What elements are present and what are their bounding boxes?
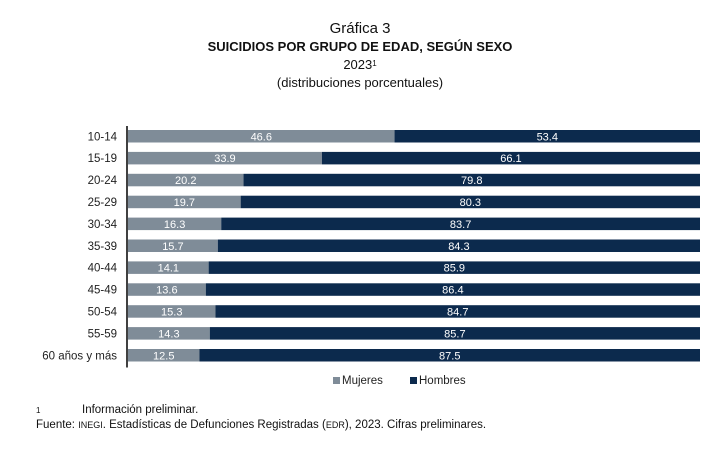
chart-subtitle: (distribuciones porcentuales) <box>276 75 444 90</box>
data-label: 83.7 <box>450 219 471 231</box>
bar-mujeres-40-44 <box>128 261 209 274</box>
stacked-bar-chart: 10-14 46.6 53.4 15-19 33.9 66.1 20-24 20.2 79.8 2… <box>42 126 701 387</box>
data-label: 16.3 <box>164 219 185 231</box>
footnote-mark: 1 <box>36 406 41 415</box>
data-label: 80.3 <box>460 197 481 209</box>
source-text-before: . Estadísticas de Defunciones Registrada… <box>102 419 326 431</box>
chart-year: 20231 <box>0 56 720 74</box>
footnote: 1 Información preliminar. <box>36 403 486 418</box>
data-label: 15.7 <box>162 241 183 253</box>
legend-label-mujeres: Mujeres <box>342 375 383 387</box>
year-footnote-mark: 1 <box>372 59 377 68</box>
category-label: 55-59 <box>88 328 117 340</box>
data-label: 46.6 <box>251 131 272 143</box>
footer: 1 Información preliminar. Fuente: INEGI. … <box>36 403 486 433</box>
bar-mujeres-25-29 <box>128 195 241 209</box>
data-label: 85.7 <box>444 328 465 340</box>
category-label: 50-54 <box>88 306 118 318</box>
bar-mujeres-10-14 <box>128 130 395 143</box>
data-label: 12.5 <box>153 350 174 362</box>
bar-hombres-60-años-y-más <box>199 349 700 362</box>
bar-hombres-15-19 <box>321 151 700 165</box>
bar-mujeres-45-49 <box>128 283 206 296</box>
data-label: 19.7 <box>174 197 195 209</box>
bar-mujeres-30-34 <box>128 217 222 231</box>
data-label: 13.6 <box>156 285 177 297</box>
category-label: 25-29 <box>88 197 117 209</box>
bar-hombres-35-39 <box>217 239 700 252</box>
data-label: 86.4 <box>442 285 463 297</box>
source-note: Fuente: INEGI. Estadísticas de Defuncion… <box>36 418 486 433</box>
source-text-after: ), 2023. Cifras preliminares. <box>344 419 487 431</box>
data-label: 14.3 <box>158 328 179 340</box>
bar-mujeres-20-24 <box>128 173 244 187</box>
chart-title: SUICIDIOS POR GRUPO DE EDAD, SEGÚN SEXO <box>207 39 513 54</box>
bar-hombres-40-44 <box>208 261 701 274</box>
data-label: 85.9 <box>444 263 465 275</box>
chart-number: Gráfica 3 <box>329 20 391 37</box>
data-label: 87.5 <box>439 350 460 362</box>
data-label: 66.1 <box>500 153 521 165</box>
source-org: INEGI <box>78 420 103 430</box>
data-label: 53.4 <box>537 131 558 143</box>
bar-mujeres-15-19 <box>128 151 322 165</box>
legend-label-hombres: Hombres <box>419 375 466 387</box>
data-label: 20.2 <box>175 175 196 187</box>
data-label: 14.1 <box>158 263 179 275</box>
category-label: 40-44 <box>88 263 118 275</box>
category-label: 30-34 <box>88 219 118 231</box>
bar-mujeres-35-39 <box>128 239 218 252</box>
legend-swatch-mujeres <box>333 377 340 384</box>
data-label: 79.8 <box>461 175 482 187</box>
legend-swatch-hombres <box>410 377 417 384</box>
bar-hombres-50-54 <box>215 305 701 318</box>
bar-hombres-10-14 <box>394 130 700 143</box>
bar-mujeres-60-años-y-más <box>128 349 200 362</box>
data-label: 33.9 <box>214 153 235 165</box>
footnote-text: Información preliminar. <box>82 404 199 416</box>
bar-hombres-55-59 <box>209 327 700 340</box>
chart-titles: Gráfica 3 SUICIDIOS POR GRUPO DE EDAD, S… <box>0 20 720 92</box>
category-label: 10-14 <box>88 131 118 143</box>
year-value: 2023 <box>343 57 373 72</box>
bar-hombres-30-34 <box>221 217 700 231</box>
bar-hombres-20-24 <box>243 173 700 187</box>
bar-mujeres-50-54 <box>128 305 216 318</box>
data-label: 84.7 <box>447 306 468 318</box>
category-label: 60 años y más <box>42 350 117 362</box>
data-label: 84.3 <box>448 241 469 253</box>
bar-hombres-45-49 <box>205 283 701 296</box>
bar-mujeres-55-59 <box>128 327 210 340</box>
source-abbr: EDR <box>325 420 345 430</box>
bar-hombres-25-29 <box>240 195 700 209</box>
category-label: 20-24 <box>88 175 118 187</box>
category-label: 45-49 <box>88 285 117 297</box>
category-label: 15-19 <box>88 153 117 165</box>
data-label: 15.3 <box>161 306 182 318</box>
source-label: Fuente: <box>36 419 79 431</box>
category-label: 35-39 <box>88 241 117 253</box>
